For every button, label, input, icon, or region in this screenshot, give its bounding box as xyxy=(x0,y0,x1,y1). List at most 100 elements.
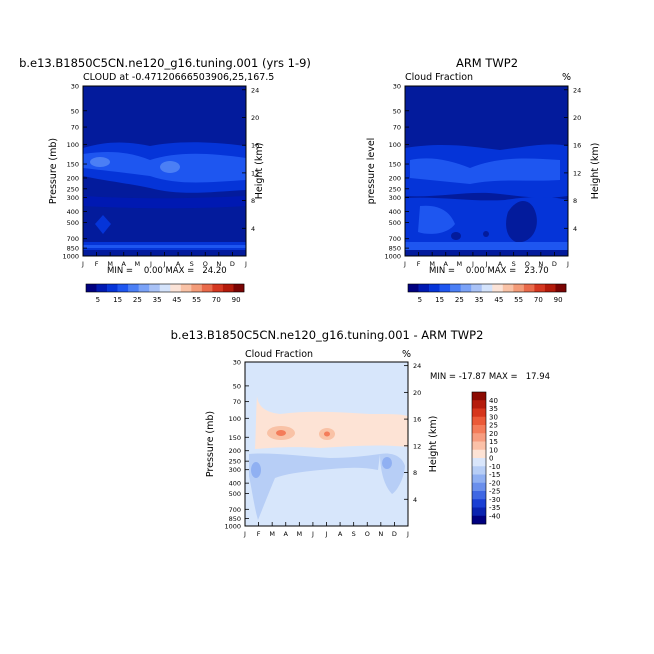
month-tick-label: A xyxy=(122,260,127,268)
colorbar-label: 40 xyxy=(489,397,498,405)
panel3-ylabel-left: Pressure (mb) xyxy=(205,411,216,477)
colorbar-label: 15 xyxy=(435,296,444,304)
pressure-tick-label: 100 xyxy=(67,141,79,149)
height-tick-label: 16 xyxy=(251,142,259,150)
colorbar-label: 55 xyxy=(514,296,523,304)
colorbar-swatch xyxy=(472,515,486,525)
colorbar-swatch xyxy=(222,284,234,292)
panel3-pos-core-1 xyxy=(276,430,286,436)
panel1-plot xyxy=(82,85,247,257)
colorbar-swatch xyxy=(544,284,556,292)
month-tick-label: D xyxy=(552,260,557,268)
panel1-blob-lower xyxy=(95,215,111,234)
panel2-blob-lower-left xyxy=(418,205,455,234)
pressure-tick-label: 30 xyxy=(233,359,241,367)
month-tick-label: F xyxy=(257,530,261,538)
colorbar-label: 25 xyxy=(489,422,498,430)
month-tick-label: J xyxy=(566,260,569,268)
colorbar-swatch xyxy=(233,284,245,292)
pressure-tick-label: 200 xyxy=(389,174,401,182)
colorbar-swatch xyxy=(170,284,182,292)
colorbar-swatch xyxy=(138,284,150,292)
colorbar-label: -30 xyxy=(489,496,500,504)
month-tick-label: M xyxy=(457,260,463,268)
panel3-negative-band xyxy=(249,453,380,520)
panel2-hole-1 xyxy=(451,232,461,240)
colorbar-label: -20 xyxy=(489,479,500,487)
month-tick-label: J xyxy=(81,260,84,268)
pressure-tick-label: 400 xyxy=(389,208,401,216)
height-tick-label: 12 xyxy=(413,442,421,450)
pressure-tick-label: 250 xyxy=(389,185,401,193)
colorbar-swatch xyxy=(502,284,514,292)
colorbar-label: -35 xyxy=(489,504,500,512)
month-tick-label: M xyxy=(269,530,275,538)
colorbar-swatch xyxy=(472,458,486,467)
month-tick-label: N xyxy=(216,260,221,268)
colorbar-swatch xyxy=(429,284,440,292)
colorbar-label: 35 xyxy=(475,296,484,304)
pressure-tick-label: 250 xyxy=(67,185,79,193)
panel-model: b.e13.B1850C5CN.ne120_g16.tuning.001 (yr… xyxy=(19,56,311,304)
month-tick-label: A xyxy=(176,260,181,268)
month-tick-label: O xyxy=(525,260,530,268)
pressure-tick-label: 70 xyxy=(71,124,79,132)
pressure-tick-label: 70 xyxy=(393,124,401,132)
month-tick-label: J xyxy=(471,260,474,268)
pressure-tick-label: 500 xyxy=(67,219,79,227)
pressure-tick-label: 850 xyxy=(389,245,401,253)
colorbar-label: 15 xyxy=(113,296,122,304)
panel1-height-ticks: 24 20 16 12 8 4 xyxy=(242,86,259,233)
colorbar-swatch xyxy=(418,284,430,292)
month-tick-label: M xyxy=(107,260,113,268)
pressure-tick-label: 400 xyxy=(67,208,79,216)
pressure-tick-label: 700 xyxy=(229,506,241,514)
colorbar-swatch xyxy=(212,284,224,292)
month-tick-label: M xyxy=(135,260,141,268)
pressure-tick-label: 400 xyxy=(229,480,241,488)
height-tick-label: 20 xyxy=(251,114,259,122)
pressure-tick-label: 850 xyxy=(67,245,79,253)
pressure-tick-label: 500 xyxy=(389,219,401,227)
panel-observation: ARM TWP2 Cloud Fraction % pressure level… xyxy=(366,56,601,304)
month-tick-label: A xyxy=(498,260,503,268)
panel2-ylabel-right: Height (km) xyxy=(590,143,601,200)
colorbar-swatch xyxy=(472,392,486,401)
colorbar-swatch xyxy=(86,284,97,292)
colorbar-swatch xyxy=(472,408,486,418)
pressure-tick-label: 150 xyxy=(229,434,241,442)
colorbar-frame xyxy=(85,283,245,293)
panel3-pos-core-2 xyxy=(324,431,330,437)
height-tick-label: 4 xyxy=(413,496,417,504)
colorbar-swatch xyxy=(460,284,472,292)
pressure-tick-label: 100 xyxy=(229,415,241,423)
month-tick-label: J xyxy=(406,530,409,538)
height-tick-label: 8 xyxy=(251,197,255,205)
colorbar-swatch xyxy=(492,284,504,292)
panel3-ylabel-right: Height (km) xyxy=(428,416,439,473)
pressure-tick-label: 50 xyxy=(393,107,401,115)
colorbar-label: 45 xyxy=(494,296,503,304)
colorbar-swatch xyxy=(472,482,486,492)
month-tick-label: D xyxy=(392,530,397,538)
colorbar-swatch xyxy=(471,284,483,292)
colorbar-swatch xyxy=(534,284,546,292)
panel2-units: % xyxy=(562,72,571,83)
panel1-title: b.e13.B1850C5CN.ne120_g16.tuning.001 (yr… xyxy=(19,56,311,70)
colorbar-label: 15 xyxy=(489,438,498,446)
panel3-height-ticks: 24 20 16 12 8 4 xyxy=(404,362,421,504)
panel3-units: % xyxy=(402,349,411,360)
colorbar-swatch xyxy=(180,284,192,292)
colorbar-label: -15 xyxy=(489,471,500,479)
pressure-tick-label: 50 xyxy=(71,107,79,115)
month-tick-label: N xyxy=(378,530,383,538)
month-tick-label: O xyxy=(203,260,208,268)
colorbar-label: 30 xyxy=(489,413,498,421)
colorbar-swatch xyxy=(450,284,461,292)
pressure-tick-label: 200 xyxy=(229,447,241,455)
panel1-max-blob xyxy=(160,161,180,173)
